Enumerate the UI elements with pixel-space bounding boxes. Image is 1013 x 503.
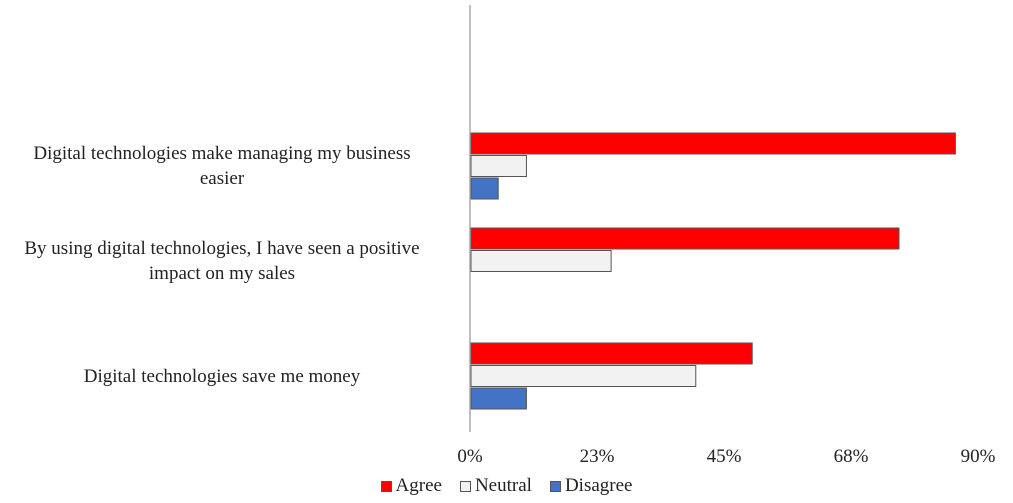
legend-swatch <box>380 480 392 492</box>
legend: Agree Neutral Disagree <box>0 474 1013 498</box>
legend-label: Neutral <box>474 475 532 496</box>
category-label-line: impact on my sales <box>148 263 296 284</box>
bar-disagree-0 <box>470 177 499 200</box>
category-label-line: By using digital technologies, I have se… <box>24 238 420 259</box>
legend-swatch <box>549 480 561 492</box>
category-label: By using digital technologies, I have se… <box>0 236 452 286</box>
bar-neutral-1 <box>470 250 612 272</box>
category-label-line: easier <box>199 168 245 189</box>
x-tick-label: 23% <box>580 446 615 467</box>
x-tick-label: 0% <box>457 446 483 467</box>
bar-agree-0 <box>470 132 956 155</box>
bar-neutral-2 <box>470 365 697 387</box>
category-label: Digital technologies make managing my bu… <box>0 141 452 191</box>
bar-disagree-2 <box>470 387 527 410</box>
bar-agree-2 <box>470 342 753 365</box>
x-tick-label: 90% <box>961 446 996 467</box>
category-label: Digital technologies save me money <box>0 364 452 389</box>
bar-agree-1 <box>470 227 900 250</box>
bar-neutral-0 <box>470 155 527 177</box>
category-label-line: Digital technologies make managing my bu… <box>33 143 411 164</box>
category-label-line: Digital technologies save me money <box>83 365 361 387</box>
legend-item-disagree: Disagree <box>549 474 633 498</box>
legend-label: Disagree <box>564 475 633 496</box>
legend-swatch <box>459 480 471 492</box>
x-tick-label: 45% <box>707 446 742 467</box>
x-tick-label: 68% <box>834 446 869 467</box>
legend-label: Agree <box>395 475 442 496</box>
legend-item-agree: Agree <box>380 474 442 498</box>
legend-item-neutral: Neutral <box>459 474 532 498</box>
